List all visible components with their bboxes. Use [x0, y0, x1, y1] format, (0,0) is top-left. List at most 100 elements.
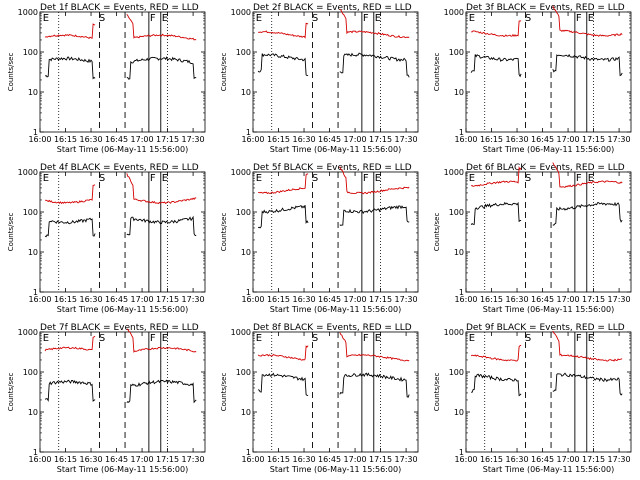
events-series-line — [44, 56, 96, 80]
plot-frame — [465, 331, 632, 453]
lld-series-line — [257, 345, 309, 361]
events-series-line — [552, 201, 623, 226]
lld-series-line — [552, 162, 623, 188]
y-tick-label: 10 — [28, 248, 38, 257]
events-series-line — [257, 53, 309, 77]
events-series-line — [126, 56, 197, 80]
x-tick-label: 16:45 — [105, 135, 128, 144]
x-tick-label: 17:30 — [395, 295, 418, 304]
event-marker-e: E — [162, 13, 168, 24]
y-tick-label: 1 — [33, 448, 38, 457]
x-tick-label: 16:30 — [292, 135, 315, 144]
x-tick-label: 17:15 — [369, 295, 392, 304]
x-axis-label: Start Time (06-May-11 15:56:00) — [57, 145, 188, 154]
events-series-line — [552, 53, 623, 77]
x-tick-label: 17:00 — [557, 455, 580, 464]
x-tick-label: 17:30 — [182, 135, 205, 144]
x-tick-label: 16:00 — [454, 135, 477, 144]
event-marker-e: E — [375, 333, 381, 344]
lld-series-line — [552, 5, 623, 37]
event-marker-e: E — [43, 13, 49, 24]
x-tick-label: 16:30 — [505, 135, 528, 144]
lld-series-line — [126, 13, 197, 41]
event-marker-f: F — [363, 173, 369, 184]
y-tick-label: 10 — [28, 88, 38, 97]
lld-series-line — [258, 173, 309, 195]
y-tick-label: 1 — [246, 128, 251, 137]
x-axis-label: Start Time (06-May-11 15:56:00) — [57, 465, 188, 474]
x-tick-label: 16:45 — [318, 295, 341, 304]
x-tick-label: 17:00 — [344, 455, 367, 464]
x-tick-label: 16:00 — [454, 455, 477, 464]
y-tick-label: 1000 — [444, 8, 464, 17]
x-tick-label: 17:00 — [344, 295, 367, 304]
panel-title: Det 7f BLACK = Events, RED = LLD — [40, 323, 199, 333]
x-tick-label: 16:30 — [79, 455, 102, 464]
event-marker-s: S — [525, 173, 531, 184]
lld-series-line — [126, 173, 197, 205]
x-tick-label: 17:15 — [582, 135, 605, 144]
y-axis-label: Counts/sec — [220, 373, 228, 412]
x-tick-label: 17:30 — [182, 295, 205, 304]
y-tick-label: 1 — [459, 128, 464, 137]
x-tick-label: 16:00 — [454, 295, 477, 304]
events-series-line — [339, 205, 410, 226]
detector-panel-7: Det 7f BLACK = Events, RED = LLD 1 10 100 10… — [7, 323, 206, 474]
detector-panel-1: Det 1f BLACK = Events, RED = LLD 1 10 100 10… — [7, 3, 206, 154]
x-tick-label: 16:00 — [28, 295, 51, 304]
events-series-line — [552, 372, 623, 396]
x-tick-label: 17:00 — [131, 135, 154, 144]
x-tick-label: 16:45 — [531, 455, 554, 464]
event-marker-e: E — [256, 333, 262, 344]
detector-panel-3: Det 3f BLACK = Events, RED = LLD 1 10 100 10… — [433, 3, 632, 154]
events-series-line — [339, 372, 410, 398]
detector-panel-6: Det 6f BLACK = Events, RED = LLD 1 10 100 10… — [433, 162, 632, 314]
y-tick-label: 1 — [246, 448, 251, 457]
x-tick-label: 16:45 — [531, 295, 554, 304]
event-marker-e: E — [43, 333, 49, 344]
events-series-line — [44, 379, 96, 403]
event-marker-s: S — [312, 333, 318, 344]
plot-frame — [252, 331, 419, 453]
events-series-line — [257, 205, 309, 229]
y-tick-label: 100 — [23, 208, 38, 217]
x-tick-label: 16:00 — [28, 455, 51, 464]
event-marker-e: E — [43, 173, 49, 184]
events-series-line — [339, 52, 410, 78]
lld-series-line — [44, 335, 96, 352]
detector-panel-2: Det 2f BLACK = Events, RED = LLD 1 10 100 10… — [220, 3, 419, 154]
event-marker-f: F — [150, 333, 156, 344]
panel-title: Det 9f BLACK = Events, RED = LLD — [466, 323, 625, 333]
y-tick-label: 10 — [454, 88, 464, 97]
y-axis-label: Counts/sec — [7, 213, 15, 252]
event-marker-e: E — [375, 13, 381, 24]
x-tick-label: 16:30 — [505, 455, 528, 464]
event-marker-f: F — [150, 13, 156, 24]
x-tick-label: 17:00 — [131, 295, 154, 304]
event-marker-s: S — [99, 173, 105, 184]
y-tick-label: 100 — [236, 48, 251, 57]
event-marker-f: F — [576, 333, 582, 344]
event-marker-e: E — [256, 13, 262, 24]
x-axis-label: Start Time (06-May-11 15:56:00) — [483, 305, 614, 314]
y-tick-label: 1000 — [231, 328, 251, 337]
y-tick-label: 100 — [449, 368, 464, 377]
y-axis-label: Counts/sec — [7, 53, 15, 92]
y-tick-label: 10 — [241, 408, 251, 417]
x-tick-label: 17:15 — [369, 135, 392, 144]
x-tick-label: 17:15 — [369, 455, 392, 464]
plot-frame — [252, 171, 419, 293]
x-tick-label: 17:30 — [608, 135, 631, 144]
x-tick-label: 17:00 — [557, 295, 580, 304]
lld-series-line — [44, 23, 96, 40]
y-axis-label: Counts/sec — [433, 53, 441, 92]
lld-series-line — [339, 332, 410, 362]
panel-title: Det 5f BLACK = Events, RED = LLD — [253, 163, 412, 173]
y-tick-label: 1000 — [231, 168, 251, 177]
event-marker-e: E — [469, 13, 475, 24]
x-tick-label: 16:45 — [318, 135, 341, 144]
lld-series-line — [470, 345, 522, 362]
event-marker-e: E — [588, 13, 594, 24]
panel-title: Det 1f BLACK = Events, RED = LLD — [40, 3, 199, 13]
